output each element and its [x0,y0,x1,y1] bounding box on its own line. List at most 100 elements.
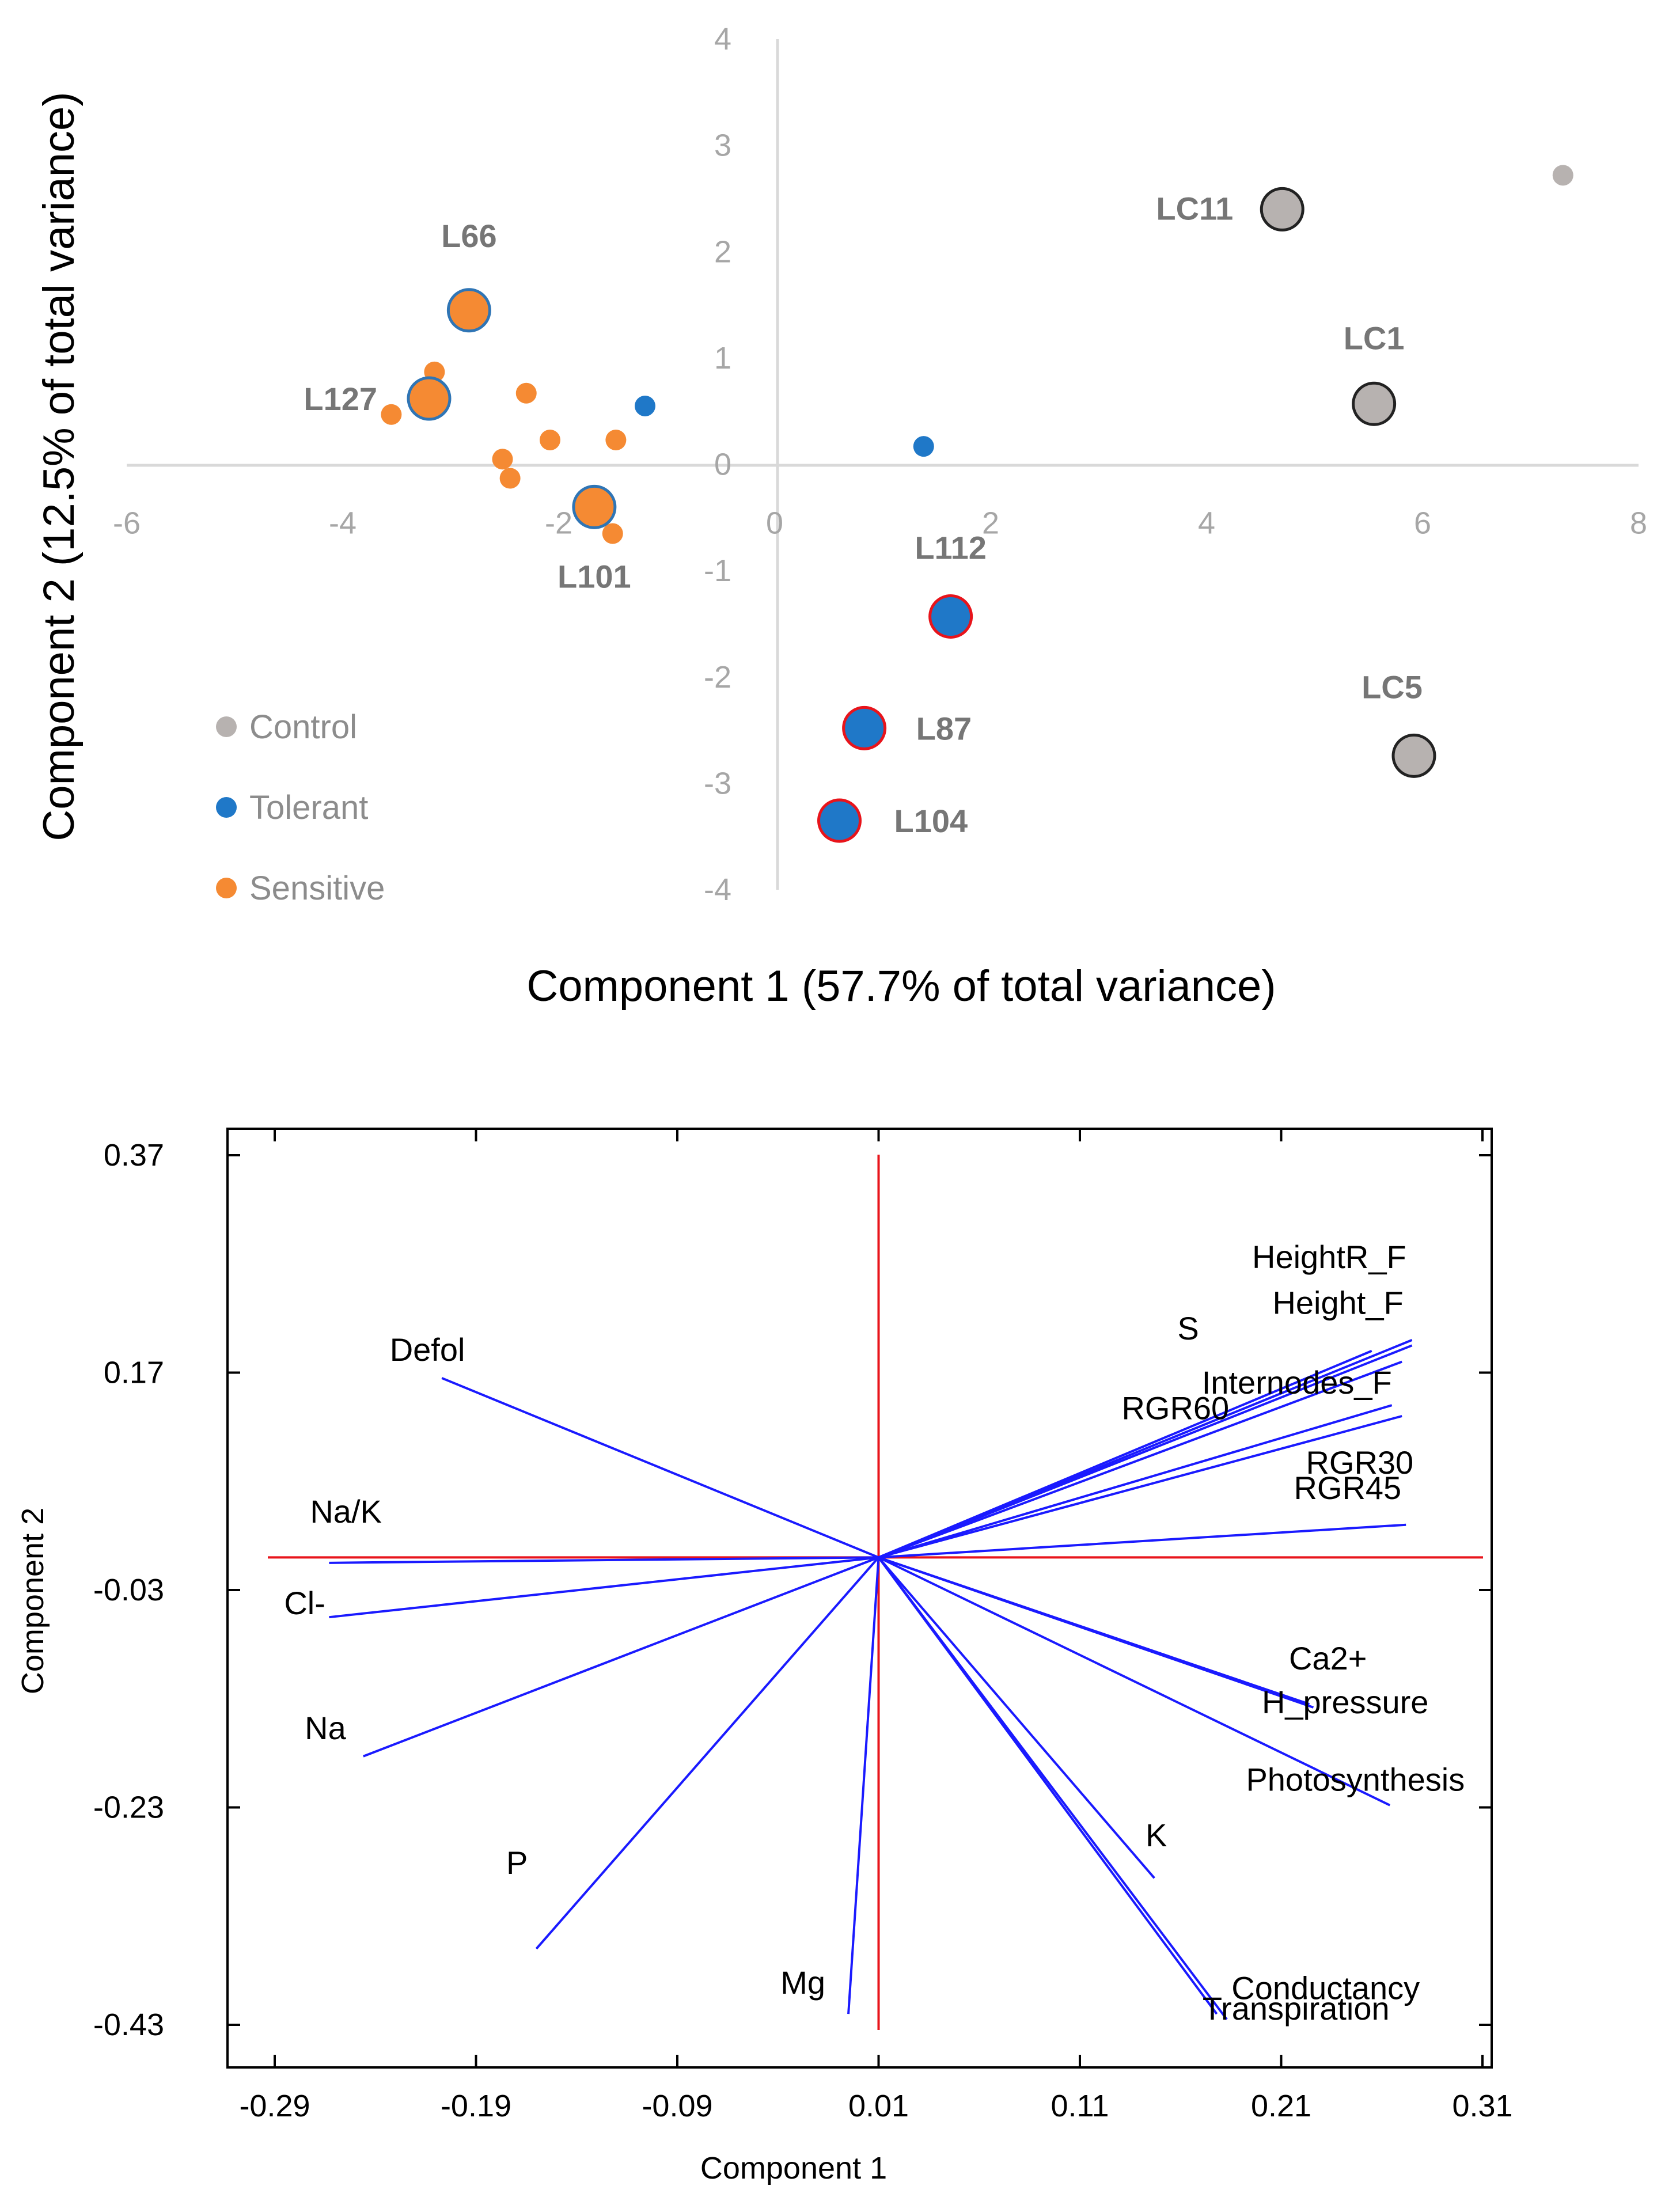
x-tick-label: 0.01 [848,2089,909,2123]
vector-label-ca2: Ca2+ [1289,1640,1367,1676]
y-axis-title: Component 2 [16,1508,50,1694]
vector-mg [847,1557,880,2014]
vector-label-height-f: Height_F [1272,1284,1403,1321]
legend-marker-control [216,716,237,737]
y-tick-label: 0.17 [104,1356,164,1390]
data-points [381,165,1573,843]
vector-transpiration [877,1557,1218,2015]
y-tick-label: 2 [714,234,731,269]
vector-label-cl: Cl- [284,1585,325,1621]
vector-label-rgr45: RGR45 [1294,1470,1401,1506]
plot-frame [226,1128,1493,2069]
vector-label-rgr30: RGR30 [1306,1444,1413,1481]
x-tick-label: 0.31 [1452,2089,1512,2123]
x-axis-title: Component 1 [700,2151,887,2185]
x-tick-label: 6 [1414,506,1431,541]
y-ticks: 0.37 0.17 -0.03 -0.23 -0.43 [93,1138,1492,2042]
vector-label-k: K [1146,1817,1167,1853]
point-label-l101: L101 [558,558,631,594]
vector-label-photosynthesis: Photosynthesis [1246,1762,1465,1798]
point-sensitive-l101 [572,484,617,529]
point-sensitive [605,430,627,451]
point-control-lc1 [1352,381,1397,426]
vector-label-internodes-f: Internodes_F [1202,1364,1392,1401]
y-tick-labels: 4 3 2 1 0 -1 -2 -3 -4 [704,22,731,907]
x-tick-label: -4 [329,506,357,541]
loading-labels: HeightR_F Height_F Internodes_FS RGR60 RGR30… [284,1239,1465,2027]
x-tick-label: 0.11 [1051,2089,1109,2123]
x-ticks: -0.29 -0.19 -0.09 0.01 0.11 0.21 0.31 [239,1129,1513,2123]
y-tick-label: 0.37 [104,1138,164,1173]
x-tick-label: -0.19 [441,2089,511,2123]
vector-s [878,1349,1372,1559]
y-tick-label: 1 [714,341,731,375]
point-sensitive-l66 [446,288,491,333]
vector-label-mg: Mg [780,1964,825,2001]
point-label-l127: L127 [304,381,377,417]
vector-photosynthesis [878,1556,1391,1807]
y-tick-label: -4 [704,872,731,907]
point-sensitive-l127 [407,376,452,421]
point-label-l112: L112 [915,530,987,566]
point-tolerant [635,395,655,416]
legend-marker-tolerant [216,797,237,818]
vector-label-na: Na [305,1710,346,1746]
point-label-l104: L104 [894,803,968,839]
vector-label-p: P [506,1845,528,1881]
x-tick-label: 8 [1630,506,1647,541]
point-sensitive [492,449,513,470]
vector-cl [329,1556,879,1619]
legend: Control Tolerant Sensitive [216,708,385,907]
vector-label-heightr-f: HeightR_F [1252,1239,1406,1275]
point-label-lc1: LC1 [1344,320,1405,356]
point-sensitive [381,404,402,425]
y-tick-label: -2 [704,660,731,695]
y-tick-label: -0.03 [93,1573,164,1607]
y-tick-label: -1 [704,553,731,588]
point-sensitive [540,430,560,451]
legend-label-tolerant: Tolerant [249,789,368,826]
vector-defol [441,1377,879,1559]
y-tick-label: 3 [714,128,731,163]
legend-marker-sensitive [216,878,237,898]
vector-na-k [329,1556,879,1564]
y-tick-label: -3 [704,766,731,800]
vector-label-s: S [1177,1310,1199,1346]
point-tolerant-l87 [842,705,887,750]
vector-height-f [878,1344,1413,1559]
point-sensitive [602,523,623,544]
point-label-lc11: LC11 [1156,190,1233,226]
vector-k [877,1557,1155,1879]
loading-vectors [329,1339,1413,2020]
vector-internodes-f [878,1404,1393,1559]
x-tick-label: 0.21 [1251,2089,1311,2123]
x-tick-label: -0.09 [642,2089,712,2123]
x-tick-label: -6 [113,506,141,541]
vector-label-h-pressure: H_pressure [1262,1684,1428,1720]
point-tolerant [913,436,934,457]
x-tick-label: 4 [1198,506,1215,541]
y-axis-title: Component 2 (12.5% of total variance) [35,92,84,841]
point-control [1552,165,1573,186]
vector-rgr45 [878,1523,1406,1559]
vector-na [363,1556,879,1758]
x-tick-label: 0 [766,506,783,541]
x-tick-label: -0.29 [239,2089,310,2123]
vector-label-conductancy: Conductancy [1231,1970,1420,2006]
x-tick-labels: -6 -4 -2 0 2 4 6 8 [113,506,1647,541]
vector-h-pressure [878,1556,1314,1709]
point-tolerant-l104 [817,798,862,843]
y-tick-label: -0.43 [93,2008,164,2042]
legend-label-control: Control [249,708,357,746]
vector-label-transpiration: Transpiration [1203,1990,1390,2027]
y-tick-label: 4 [714,22,731,56]
pca-biplot-chart: -0.29 -0.19 -0.09 0.01 0.11 0.21 0.31 0.37 0.17… [16,1128,1513,2185]
y-tick-label: -0.23 [93,1790,164,1825]
point-sensitive [499,468,521,489]
x-axis-title: Component 1 (57.7% of total variance) [526,962,1276,1011]
pca-scatter-chart: -6 -4 -2 0 2 4 6 8 4 3 2 1 0 -1 -2 -3 -4 LC11 LC1 LC5 L112… [35,22,1647,1011]
point-label-l66: L66 [441,218,497,254]
vector-rgr30 [878,1415,1402,1559]
point-control-lc11 [1260,187,1304,232]
